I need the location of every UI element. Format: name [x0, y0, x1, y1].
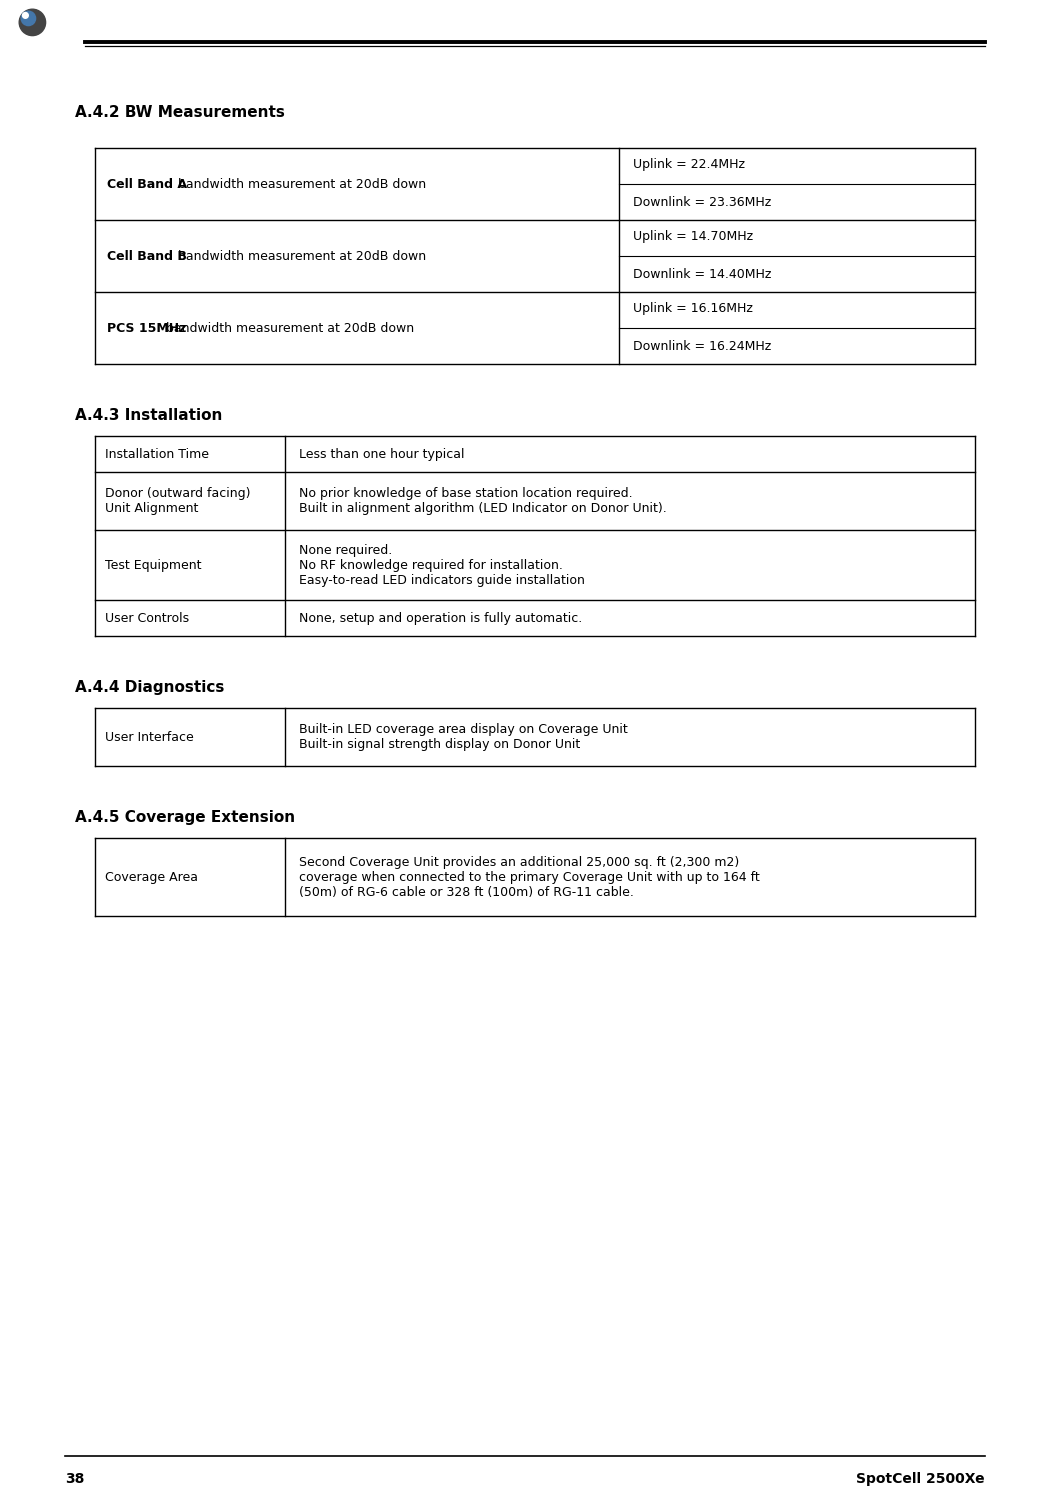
Text: Donor (outward facing)
Unit Alignment: Donor (outward facing) Unit Alignment	[105, 486, 250, 515]
Circle shape	[19, 9, 46, 36]
Text: Cell Band A: Cell Band A	[107, 178, 187, 190]
Text: bandwidth measurement at 20dB down: bandwidth measurement at 20dB down	[174, 178, 427, 190]
Text: No prior knowledge of base station location required.
Built in alignment algorit: No prior knowledge of base station locat…	[299, 486, 666, 515]
Text: Cell Band B: Cell Band B	[107, 250, 187, 262]
Text: User Controls: User Controls	[105, 611, 189, 625]
Text: Test Equipment: Test Equipment	[105, 559, 201, 571]
Circle shape	[21, 11, 35, 26]
Text: A.4.3 Installation: A.4.3 Installation	[75, 408, 222, 423]
Circle shape	[23, 12, 28, 18]
Text: Coverage Area: Coverage Area	[105, 870, 198, 884]
Text: None, setup and operation is fully automatic.: None, setup and operation is fully autom…	[299, 611, 582, 625]
Text: Downlink = 16.24MHz: Downlink = 16.24MHz	[633, 339, 771, 352]
Text: Uplink = 14.70MHz: Uplink = 14.70MHz	[633, 230, 753, 242]
Text: None required.
No RF knowledge required for installation.
Easy-to-read LED indic: None required. No RF knowledge required …	[299, 544, 585, 586]
Text: User Interface: User Interface	[105, 730, 194, 744]
Text: Second Coverage Unit provides an additional 25,000 sq. ft (2,300 m2)
coverage wh: Second Coverage Unit provides an additio…	[299, 855, 759, 899]
Text: Uplink = 22.4MHz: Uplink = 22.4MHz	[633, 158, 745, 170]
Text: A.4.5 Coverage Extension: A.4.5 Coverage Extension	[75, 810, 295, 825]
Text: Installation Time: Installation Time	[105, 447, 209, 461]
Text: Downlink = 23.36MHz: Downlink = 23.36MHz	[633, 196, 771, 208]
Text: Less than one hour typical: Less than one hour typical	[299, 447, 464, 461]
Text: PCS 15MHz: PCS 15MHz	[107, 321, 187, 334]
Text: Built-in LED coverage area display on Coverage Unit
Built-in signal strength dis: Built-in LED coverage area display on Co…	[299, 723, 628, 751]
Text: bandwidth measurement at 20dB down: bandwidth measurement at 20dB down	[162, 321, 414, 334]
Text: Downlink = 14.40MHz: Downlink = 14.40MHz	[633, 268, 771, 280]
Text: bandwidth measurement at 20dB down: bandwidth measurement at 20dB down	[174, 250, 427, 262]
Text: SpotCell 2500Xe: SpotCell 2500Xe	[856, 1471, 985, 1486]
Text: 38: 38	[65, 1471, 84, 1486]
Text: Uplink = 16.16MHz: Uplink = 16.16MHz	[633, 301, 752, 315]
Text: A.4.4 Diagnostics: A.4.4 Diagnostics	[75, 681, 224, 694]
Text: A.4.2 BW Measurements: A.4.2 BW Measurements	[75, 105, 285, 120]
